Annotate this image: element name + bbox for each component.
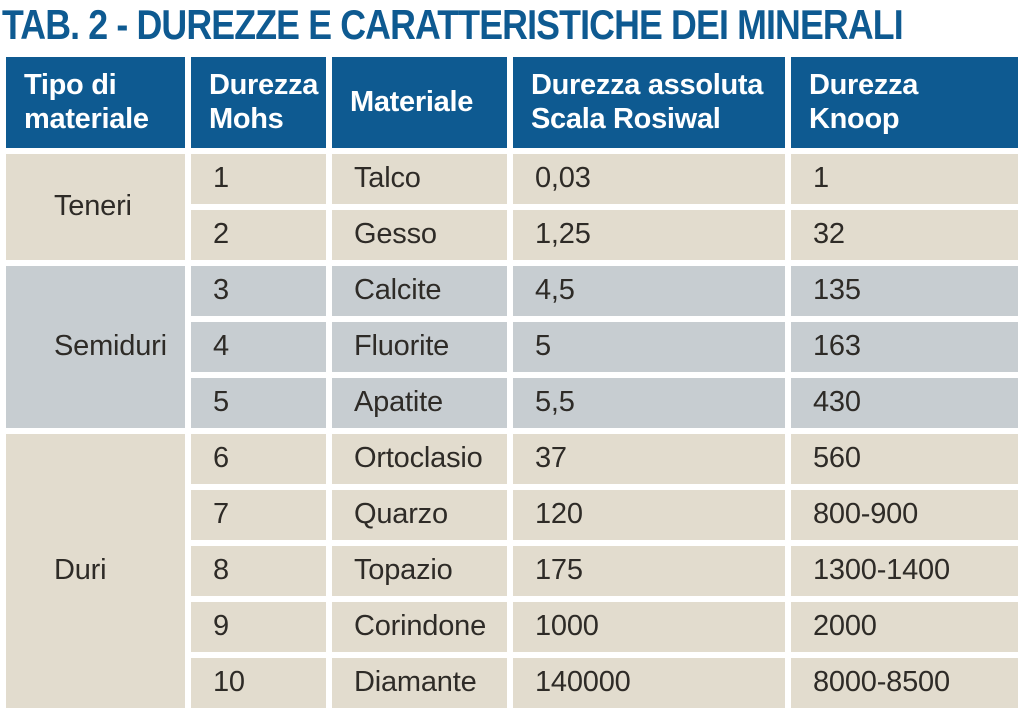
col-header-durezza-knoop: Durezza Knoop bbox=[791, 57, 1018, 148]
cell-rosiwal: 5,5 bbox=[513, 378, 785, 428]
cell-mohs: 4 bbox=[191, 322, 326, 372]
cell-materiale: Corindone bbox=[332, 602, 507, 652]
col-header-durezza-assoluta-rosiwal: Durezza assoluta Scala Rosiwal bbox=[513, 57, 785, 148]
cell-rosiwal: 5 bbox=[513, 322, 785, 372]
cell-knoop: 430 bbox=[791, 378, 1018, 428]
cell-materiale: Quarzo bbox=[332, 490, 507, 540]
cell-materiale: Gesso bbox=[332, 210, 507, 260]
page-title: TAB. 2 - DUREZZE E CARATTERISTICHE DEI M… bbox=[2, 1, 904, 48]
cell-materiale: Apatite bbox=[332, 378, 507, 428]
cell-mohs: 5 bbox=[191, 378, 326, 428]
cell-knoop: 2000 bbox=[791, 602, 1018, 652]
col-header-durezza-mohs: Durezza Mohs bbox=[191, 57, 326, 148]
cell-rosiwal: 4,5 bbox=[513, 266, 785, 316]
cell-materiale: Diamante bbox=[332, 658, 507, 708]
table-row: Duri 6 Ortoclasio 37 560 bbox=[6, 434, 1018, 708]
cell-mohs: 1 bbox=[191, 154, 326, 204]
table-row: 10 Diamante 140000 8000-8500 bbox=[6, 658, 1018, 708]
cell-knoop: 8000-8500 bbox=[791, 658, 1018, 708]
cell-rosiwal: 1,25 bbox=[513, 210, 785, 260]
cell-knoop: 560 bbox=[791, 434, 1018, 484]
cell-rosiwal: 140000 bbox=[513, 658, 785, 708]
table-row: Semiduri 3 Calcite 4,5 135 bbox=[6, 266, 1018, 428]
table-row: 8 Topazio 175 1300-1400 bbox=[6, 546, 1018, 596]
cell-materiale: Fluorite bbox=[332, 322, 507, 372]
title-bar: TAB. 2 - DUREZZE E CARATTERISTICHE DEI M… bbox=[0, 0, 1024, 51]
cell-knoop: 135 bbox=[791, 266, 1018, 316]
table-row: Teneri 1 Talco 0,03 1 bbox=[6, 154, 1018, 260]
cell-materiale: Ortoclasio bbox=[332, 434, 507, 484]
cell-rosiwal: 1000 bbox=[513, 602, 785, 652]
group-cell-teneri: Teneri bbox=[6, 154, 185, 260]
cell-mohs: 8 bbox=[191, 546, 326, 596]
cell-mohs: 10 bbox=[191, 658, 326, 708]
table-row: 2 Gesso 1,25 32 bbox=[6, 210, 1018, 260]
cell-mohs: 3 bbox=[191, 266, 326, 316]
table-row: 7 Quarzo 120 800-900 bbox=[6, 490, 1018, 540]
header-row: Tipo di materiale Durezza Mohs Materiale… bbox=[6, 57, 1018, 148]
cell-rosiwal: 0,03 bbox=[513, 154, 785, 204]
cell-mohs: 9 bbox=[191, 602, 326, 652]
cell-mohs: 6 bbox=[191, 434, 326, 484]
cell-knoop: 1300-1400 bbox=[791, 546, 1018, 596]
cell-materiale: Talco bbox=[332, 154, 507, 204]
table-row: 4 Fluorite 5 163 bbox=[6, 322, 1018, 372]
cell-rosiwal: 120 bbox=[513, 490, 785, 540]
cell-materiale: Topazio bbox=[332, 546, 507, 596]
table-row: 5 Apatite 5,5 430 bbox=[6, 378, 1018, 428]
cell-knoop: 32 bbox=[791, 210, 1018, 260]
cell-knoop: 163 bbox=[791, 322, 1018, 372]
minerals-table: Tipo di materiale Durezza Mohs Materiale… bbox=[0, 51, 1024, 708]
cell-materiale: Calcite bbox=[332, 266, 507, 316]
cell-rosiwal: 37 bbox=[513, 434, 785, 484]
cell-rosiwal: 175 bbox=[513, 546, 785, 596]
col-header-tipo-di-materiale: Tipo di materiale bbox=[6, 57, 185, 148]
group-cell-semiduri: Semiduri bbox=[6, 266, 185, 428]
cell-mohs: 2 bbox=[191, 210, 326, 260]
cell-mohs: 7 bbox=[191, 490, 326, 540]
col-header-materiale: Materiale bbox=[332, 57, 507, 148]
table-row: 9 Corindone 1000 2000 bbox=[6, 602, 1018, 652]
cell-knoop: 1 bbox=[791, 154, 1018, 204]
cell-knoop: 800-900 bbox=[791, 490, 1018, 540]
group-cell-duri: Duri bbox=[6, 434, 185, 708]
